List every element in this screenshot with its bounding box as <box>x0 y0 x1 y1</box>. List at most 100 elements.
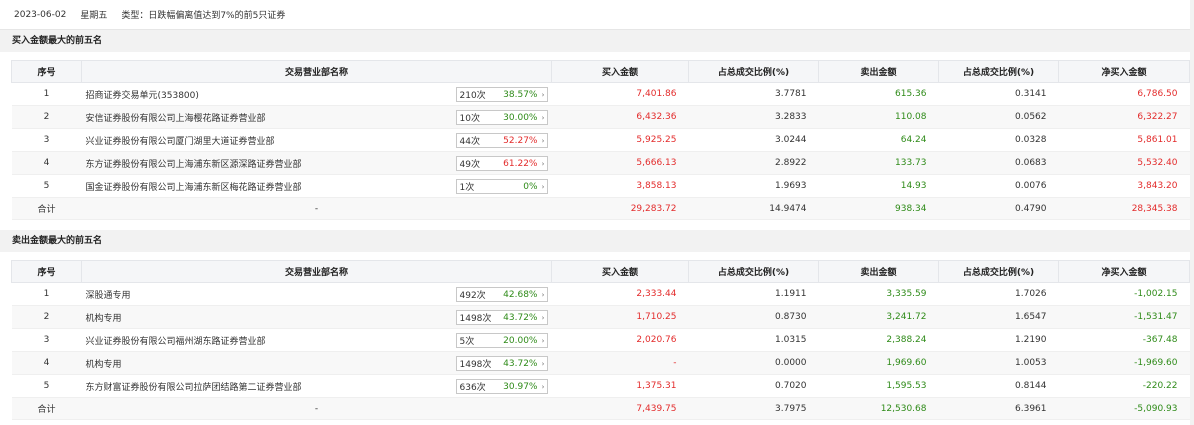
win-rate: 42.68% <box>503 289 538 300</box>
branch-stats-badge[interactable]: 1498次 43.72% › <box>455 310 548 325</box>
col-sell-header: 卖出金额 <box>818 60 939 83</box>
sell-ratio: 1.7026 <box>938 282 1059 306</box>
col-index-header: 序号 <box>11 60 82 83</box>
table-row[interactable]: 3 兴业证券股份有限公司厦门湖里大道证券营业部 44次 52.27% › 5,925.25… <box>11 128 1190 152</box>
total-buy-ratio: 3.7975 <box>688 397 819 420</box>
on-list-count: 49次 <box>459 160 480 170</box>
buy-amount: 1,375.31 <box>551 374 689 398</box>
net-amount: -1,969.60 <box>1058 351 1190 375</box>
branch-stats-badge[interactable]: 1次 0% › <box>455 179 548 194</box>
total-buy: 29,283.72 <box>551 197 689 220</box>
branch-name[interactable]: 招商证券交易单元(353800) <box>85 90 199 101</box>
on-list-count: 1498次 <box>459 314 492 324</box>
net-amount: 6,322.27 <box>1058 105 1190 129</box>
branch-stats-badge[interactable]: 49次 61.22% › <box>455 156 548 171</box>
on-list-count: 1次 <box>459 183 475 193</box>
sell-section-title: 卖出金额最大的前五名 <box>0 230 1190 252</box>
sell-ratio: 1.6547 <box>938 305 1059 329</box>
buy-ratio: 2.8922 <box>688 151 819 175</box>
buy-ratio: 0.0000 <box>688 351 819 375</box>
branch-cell: 招商证券交易单元(353800) 210次 38.57% › <box>81 82 552 106</box>
branch-name[interactable]: 深股通专用 <box>85 290 131 301</box>
win-rate: 30.00% <box>503 112 538 123</box>
total-sell: 938.34 <box>818 197 939 220</box>
buy-ratio: 0.7020 <box>688 374 819 398</box>
total-row: 合计 -29,283.72 14.9474 938.34 0.4790 28,345.38 <box>11 197 1190 220</box>
col-sell-header: 卖出金额 <box>818 260 939 283</box>
branch-cell: 机构专用 1498次 43.72% › <box>81 305 552 329</box>
win-rate: 61.22% <box>503 158 538 169</box>
col-net-header: 净买入金额 <box>1058 60 1190 83</box>
net-amount: 6,786.50 <box>1058 82 1190 106</box>
branch-stats-badge[interactable]: 44次 52.27% › <box>455 133 548 148</box>
sell-ratio: 1.0053 <box>938 351 1059 375</box>
branch-stats-badge[interactable]: 492次 42.68% › <box>455 287 548 302</box>
net-amount: -220.22 <box>1058 374 1190 398</box>
table-row[interactable]: 4 机构专用 1498次 43.72% › -0.0000 1,969.60 1.0053 -1… <box>11 351 1190 375</box>
branch-stats-badge[interactable]: 636次 30.97% › <box>455 379 548 394</box>
table-row[interactable]: 2 安信证券股份有限公司上海樱花路证券营业部 10次 30.00% › 6,432.36 3… <box>11 105 1190 129</box>
table-row[interactable]: 1 招商证券交易单元(353800) 210次 38.57% › 7,401.86 3.77… <box>11 82 1190 106</box>
col-branch-header: 交易营业部名称 <box>81 260 552 283</box>
branch-name[interactable]: 安信证券股份有限公司上海樱花路证券营业部 <box>85 113 266 124</box>
total-buy-ratio: 14.9474 <box>688 197 819 220</box>
win-rate: 52.27% <box>503 135 538 146</box>
branch-name[interactable]: 东方证券股份有限公司上海浦东新区源深路证券营业部 <box>85 159 302 170</box>
row-index: 2 <box>11 105 82 129</box>
branch-stats-badge[interactable]: 5次 20.00% › <box>455 333 548 348</box>
buy-amount: 1,710.25 <box>551 305 689 329</box>
col-sell-ratio-header: 占总成交比例(%) <box>938 260 1059 283</box>
buy-amount: 5,925.25 <box>551 128 689 152</box>
total-label: 合计 <box>11 197 82 220</box>
branch-stats-badge[interactable]: 10次 30.00% › <box>455 110 548 125</box>
table-row[interactable]: 1 深股通专用 492次 42.68% › 2,333.44 1.1911 3,335.59 1… <box>11 282 1190 306</box>
total-sell: 12,530.68 <box>818 397 939 420</box>
chevron-right-icon: › <box>541 182 545 191</box>
chevron-right-icon: › <box>541 113 545 122</box>
buy-ratio: 3.0244 <box>688 128 819 152</box>
net-amount: -1,002.15 <box>1058 282 1190 306</box>
table-row[interactable]: 2 机构专用 1498次 43.72% › 1,710.25 0.8730 3,241.72 1… <box>11 305 1190 329</box>
sell-amount: 133.73 <box>818 151 939 175</box>
total-branch: - <box>81 197 552 220</box>
table-header-row: 序号 交易营业部名称 买入金额 占总成交比例(%) 卖出金额 占总成交比例(%)… <box>11 260 1190 283</box>
branch-name[interactable]: 兴业证券股份有限公司福州湖东路证券营业部 <box>85 336 266 347</box>
sell-amount: 3,335.59 <box>818 282 939 306</box>
col-buy-header: 买入金额 <box>551 60 689 83</box>
branch-name[interactable]: 机构专用 <box>85 359 122 370</box>
sell-ratio: 1.2190 <box>938 328 1059 352</box>
weekday: 星期五 <box>80 11 108 21</box>
on-list-count: 492次 <box>459 291 486 301</box>
total-sell-ratio: 0.4790 <box>938 197 1059 220</box>
buy-ratio: 1.0315 <box>688 328 819 352</box>
col-sell-ratio-header: 占总成交比例(%) <box>938 60 1059 83</box>
table-row[interactable]: 5 国金证券股份有限公司上海浦东新区梅花路证券营业部 1次 0% › 3,858.13 1.… <box>11 174 1190 198</box>
buy-ratio: 0.8730 <box>688 305 819 329</box>
branch-stats-badge[interactable]: 210次 38.57% › <box>455 87 548 102</box>
chevron-right-icon: › <box>541 313 545 322</box>
buy-amount: 2,020.76 <box>551 328 689 352</box>
branch-name[interactable]: 国金证券股份有限公司上海浦东新区梅花路证券营业部 <box>85 182 302 193</box>
table-row[interactable]: 5 东方财富证券股份有限公司拉萨团结路第二证券营业部 636次 30.97% › 1,37… <box>11 374 1190 398</box>
row-index: 5 <box>11 374 82 398</box>
total-net: 28,345.38 <box>1058 197 1190 220</box>
branch-name[interactable]: 东方财富证券股份有限公司拉萨团结路第二证券营业部 <box>85 382 302 393</box>
row-index: 3 <box>11 128 82 152</box>
sell-amount: 64.24 <box>818 128 939 152</box>
branch-cell: 国金证券股份有限公司上海浦东新区梅花路证券营业部 1次 0% › <box>81 174 552 198</box>
sell-top5-table: 序号 交易营业部名称 买入金额 占总成交比例(%) 卖出金额 占总成交比例(%)… <box>11 260 1190 420</box>
vertical-scrollbar[interactable] <box>1190 0 1194 425</box>
on-list-count: 44次 <box>459 137 480 147</box>
buy-amount: 6,432.36 <box>551 105 689 129</box>
col-net-header: 净买入金额 <box>1058 260 1190 283</box>
table-row[interactable]: 4 东方证券股份有限公司上海浦东新区源深路证券营业部 49次 61.22% › 5,666… <box>11 151 1190 175</box>
sell-ratio: 0.0683 <box>938 151 1059 175</box>
branch-name[interactable]: 机构专用 <box>85 313 122 324</box>
total-row: 合计 -7,439.75 3.7975 12,530.68 6.3961 -5,090.9… <box>11 397 1190 420</box>
table-row[interactable]: 3 兴业证券股份有限公司福州湖东路证券营业部 5次 20.00% › 2,020.76 1.… <box>11 328 1190 352</box>
branch-stats-badge[interactable]: 1498次 43.72% › <box>455 356 548 371</box>
table-header-row: 序号 交易营业部名称 买入金额 占总成交比例(%) 卖出金额 占总成交比例(%)… <box>11 60 1190 83</box>
total-buy: 7,439.75 <box>551 397 689 420</box>
sell-amount: 3,241.72 <box>818 305 939 329</box>
branch-name[interactable]: 兴业证券股份有限公司厦门湖里大道证券营业部 <box>85 136 275 147</box>
